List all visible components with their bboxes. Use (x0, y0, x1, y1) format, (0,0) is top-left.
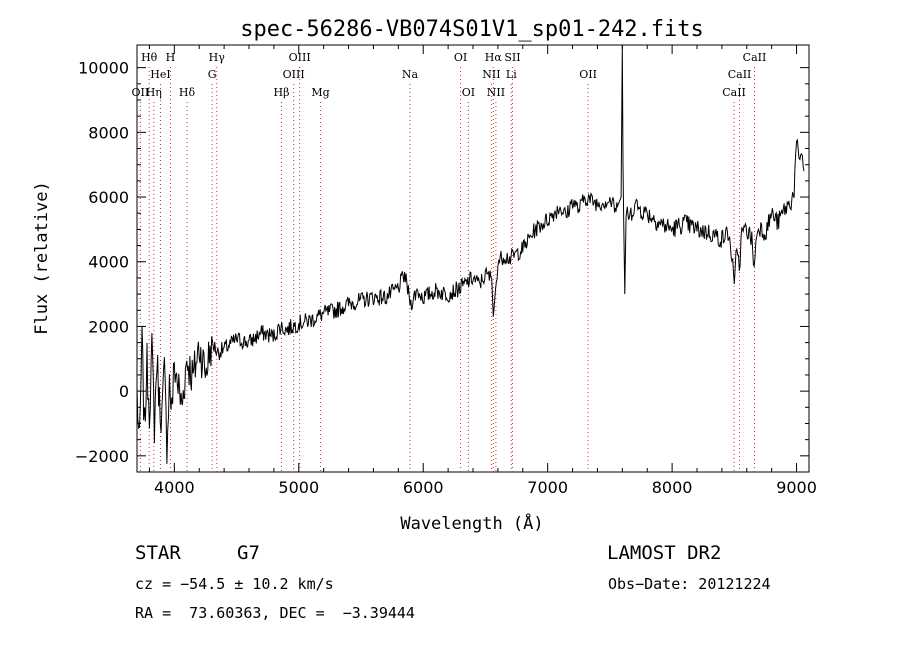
x-tick-label: 4000 (154, 478, 195, 497)
line-marker-label: CaII (728, 68, 752, 81)
y-tick-label: −2000 (75, 447, 129, 466)
x-tick-label: 7000 (527, 478, 568, 497)
line-marker-label: Hη (146, 86, 162, 99)
y-tick-label: 4000 (88, 253, 129, 272)
x-tick-label: 9000 (776, 478, 817, 497)
spectrum-line (136, 44, 805, 464)
observation-date: Obs−Date: 20121224 (608, 575, 771, 593)
line-marker-label: Mg (311, 86, 329, 99)
x-tick-label: 5000 (278, 478, 319, 497)
plot-frame (136, 44, 810, 473)
line-marker-label: CaII (743, 51, 767, 64)
y-tick-label: 8000 (88, 123, 129, 142)
x-axis-label: Wavelength (Å) (400, 512, 543, 534)
line-marker-label: OIII (289, 51, 311, 64)
redshift-velocity: cz = −54.5 ± 10.2 km/s (135, 575, 334, 593)
y-tick-label: 0 (119, 382, 129, 401)
survey-name: LAMOST DR2 (607, 542, 722, 564)
line-marker-label: NII (482, 68, 500, 81)
line-marker-label: OI (462, 86, 475, 99)
line-marker-label: Hθ (141, 51, 158, 64)
sky-coordinates: RA = 73.60363, DEC = −3.39444 (135, 604, 415, 622)
line-marker-label: H (166, 51, 176, 64)
y-axis-label: Flux (relative) (32, 181, 52, 335)
line-marker-label: OII (132, 86, 150, 99)
y-axis: −2000 0 2000 4000 6000 8000 10000 (75, 59, 809, 466)
line-marker-label: HeI (150, 68, 170, 81)
x-tick-label: 8000 (652, 478, 693, 497)
x-axis: 4000 5000 6000 7000 8000 9000 (148, 45, 817, 497)
line-marker-label: Hδ (179, 86, 196, 99)
object-subclass: G7 (237, 542, 260, 564)
y-tick-label: 6000 (88, 188, 129, 207)
line-marker-label: OII (579, 68, 597, 81)
line-marker-label: CaII (722, 86, 746, 99)
line-marker-label: OIII (283, 68, 305, 81)
line-marker-label: G (208, 68, 217, 81)
line-marker-label: Hα (485, 51, 503, 64)
line-marker-label: Hγ (209, 51, 226, 64)
y-tick-label: 2000 (88, 317, 129, 336)
y-tick-label: 10000 (78, 59, 129, 78)
line-marker-label: OI (454, 51, 467, 64)
line-marker-label: Na (402, 68, 419, 81)
chart-title: spec-56286-VB074S01V1_sp01-242.fits (240, 17, 704, 42)
emission-line-markers: Hθ OII H HeI Hη Hδ Hγ G OIII OIII Hβ Mg Na OI OI Hα SII N… (132, 51, 767, 472)
line-marker-label: NII (487, 86, 505, 99)
line-marker-label: Li (506, 68, 517, 81)
line-marker-label: SII (504, 51, 520, 64)
line-marker-label: Hβ (274, 86, 290, 99)
object-class: STAR (135, 542, 181, 564)
x-tick-label: 6000 (403, 478, 444, 497)
